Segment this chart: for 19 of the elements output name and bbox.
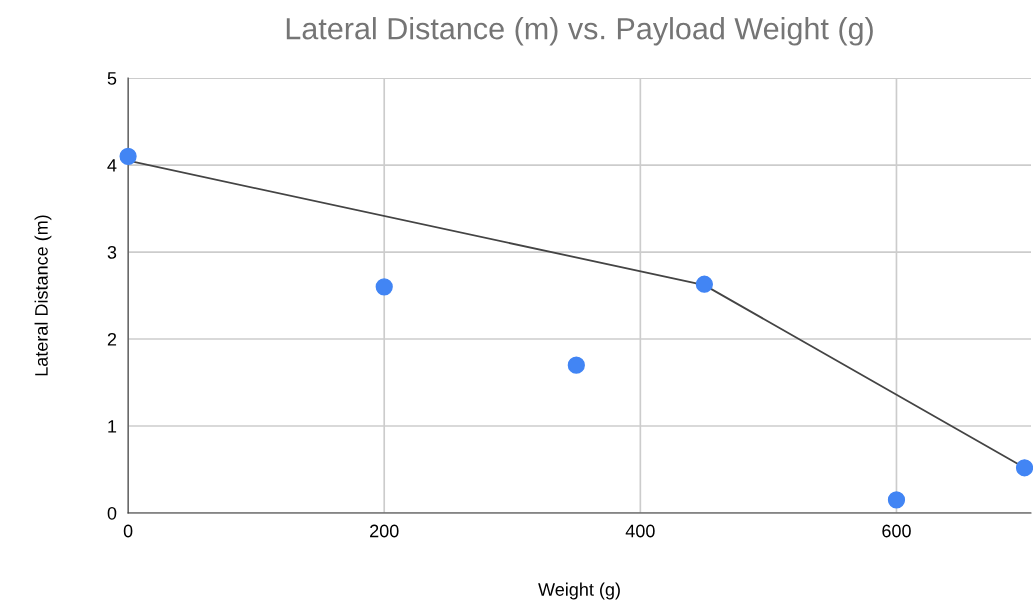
point	[375, 278, 393, 296]
x-tick-label: 600	[882, 524, 911, 538]
point	[567, 356, 585, 374]
x-tick-label: 200	[370, 524, 399, 538]
x-axis-title: Weight (g)	[538, 582, 620, 600]
chart-title: Lateral Distance (m) vs. Payload Weight (g)	[286, 17, 873, 46]
y-tick-label: 0	[107, 506, 117, 520]
y-tick-label: 1	[108, 420, 117, 433]
point	[887, 491, 906, 509]
y-tick-label: 5	[107, 72, 117, 85]
y-tick-label: 3	[107, 245, 117, 259]
x-tick-label: 0	[123, 524, 133, 538]
point	[1015, 459, 1033, 477]
x-tick-label: 400	[625, 524, 655, 538]
y-axis-title: Lateral Distance (m)	[34, 215, 52, 376]
point	[119, 147, 137, 165]
point	[695, 275, 713, 293]
y-tick-label: 4	[107, 159, 117, 172]
y-tick-label: 2	[107, 332, 117, 346]
